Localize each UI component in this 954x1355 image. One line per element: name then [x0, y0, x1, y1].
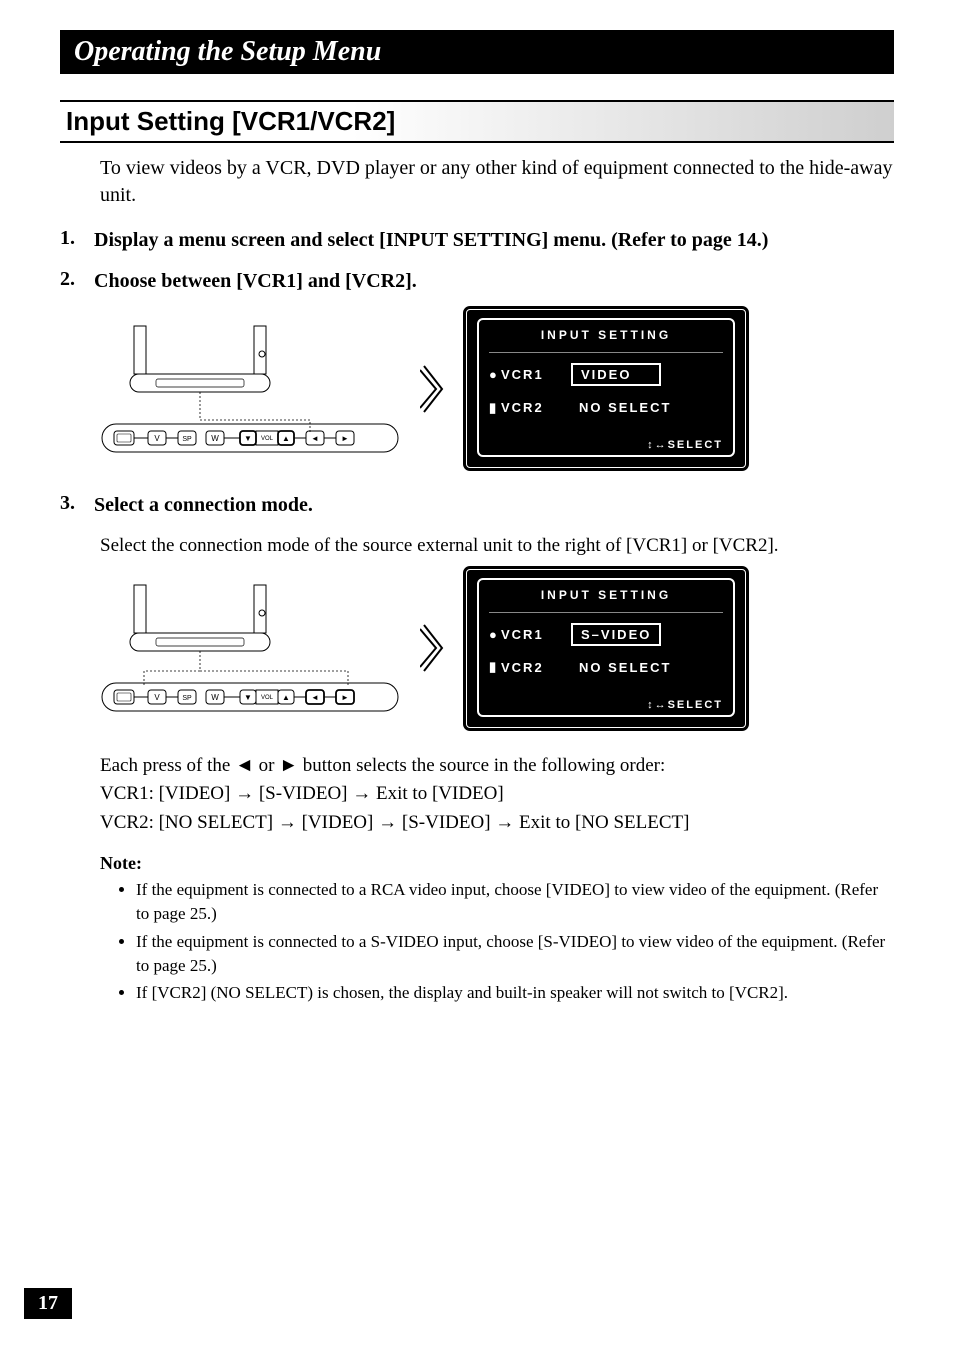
note-item: If the equipment is connected to a S-VID… — [136, 930, 894, 978]
remote-btn-vol: VOL — [261, 436, 274, 442]
step-text: Choose between [VCR1] and [VCR2]. — [94, 268, 417, 295]
intro-paragraph: To view videos by a VCR, DVD player or a… — [100, 155, 894, 209]
remote-btn-v: V — [154, 434, 160, 443]
cycle-intro-b: button selects the source in the followi… — [298, 755, 665, 776]
cycle-or: or — [254, 755, 279, 776]
remote-btn-v: V — [154, 693, 160, 702]
osd-footer-text: SELECT — [668, 439, 723, 451]
osd-row-vcr2: ▮ VCR2 NO SELECT — [489, 658, 723, 677]
cursor-icon: ▮ — [489, 400, 501, 416]
remote-diagram: V SP W ▼ VOL ▲ ◄ ► — [100, 324, 400, 454]
step-2: 2. Choose between [VCR1] and [VCR2]. — [60, 268, 894, 295]
remote-btn-down: ▼ — [244, 434, 252, 443]
arrow-right-icon: → — [352, 783, 371, 804]
chapter-title-bar: Operating the Setup Menu — [60, 30, 894, 74]
osd-vcr1-label: VCR1 — [501, 627, 571, 642]
note-list: If the equipment is connected to a RCA v… — [120, 878, 894, 1005]
osd-vcr1-value: S–VIDEO — [571, 623, 661, 646]
remote-btn-w: W — [211, 693, 219, 702]
remote-btn-left: ◄ — [311, 434, 319, 443]
remote-btn-left: ◄ — [311, 693, 319, 702]
osd-vcr1-label: VCR1 — [501, 367, 571, 382]
step-text: Select a connection mode. — [94, 492, 313, 519]
triangle-left-icon: ◄ — [235, 755, 254, 776]
vcr1-seq-b: [S-VIDEO] — [254, 783, 352, 804]
figure-row-2: V SP W ▼ VOL ▲ ◄ ► INPUT SETTING ● VCR1 … — [100, 569, 894, 728]
section-title: Input Setting [VCR1/VCR2] — [66, 106, 395, 136]
step-1: 1. Display a menu screen and select [INP… — [60, 227, 894, 254]
chevron-right-icon — [420, 623, 446, 673]
note-item: If [VCR2] (NO SELECT) is chosen, the dis… — [136, 981, 894, 1005]
osd-title: INPUT SETTING — [489, 328, 723, 342]
osd-vcr1-value: VIDEO — [571, 363, 661, 386]
note-item: If the equipment is connected to a RCA v… — [136, 878, 894, 926]
arrow-right-icon: → — [378, 812, 397, 833]
page-number: 17 — [24, 1288, 72, 1319]
bullet-icon: ● — [489, 367, 501, 382]
remote-btn-sp: SP — [182, 695, 192, 702]
osd-row-vcr1: ● VCR1 S–VIDEO — [489, 623, 723, 646]
vcr1-seq-c: Exit to [VIDEO] — [371, 783, 503, 804]
osd-footer: ↕↔SELECT — [647, 439, 723, 451]
nav-arrows-icon: ↕↔ — [647, 699, 668, 711]
step-text: Display a menu screen and select [INPUT … — [94, 227, 768, 254]
osd-screen-2: INPUT SETTING ● VCR1 S–VIDEO ▮ VCR2 NO S… — [466, 569, 746, 728]
step-number: 1. — [60, 227, 82, 254]
osd-footer: ↕↔SELECT — [647, 699, 723, 711]
osd-footer-text: SELECT — [668, 699, 723, 711]
step-number: 2. — [60, 268, 82, 295]
osd-vcr2-value: NO SELECT — [571, 658, 679, 677]
osd-vcr2-label: VCR2 — [501, 660, 571, 675]
nav-arrows-icon: ↕↔ — [647, 439, 668, 451]
figure-row-1: V SP W ▼ VOL ▲ ◄ ► INPUT SETTING ● VCR1 — [100, 309, 894, 468]
step-number: 3. — [60, 492, 82, 519]
remote-btn-right: ► — [341, 434, 349, 443]
cycle-explanation: Each press of the ◄ or ► button selects … — [100, 752, 894, 838]
remote-diagram: V SP W ▼ VOL ▲ ◄ ► — [100, 583, 400, 713]
vcr2-seq-a: VCR2: [NO SELECT] — [100, 812, 278, 833]
remote-btn-down: ▼ — [244, 693, 252, 702]
bullet-icon: ● — [489, 627, 501, 642]
arrow-right-icon: → — [235, 783, 254, 804]
remote-btn-sp: SP — [182, 436, 192, 443]
vcr2-seq-d: Exit to [NO SELECT] — [514, 812, 689, 833]
chapter-title: Operating the Setup Menu — [74, 36, 381, 67]
vcr1-seq-a: VCR1: [VIDEO] — [100, 783, 235, 804]
remote-btn-up: ▲ — [282, 693, 290, 702]
remote-btn-up: ▲ — [282, 434, 290, 443]
step-3-sub: Select the connection mode of the source… — [100, 533, 894, 559]
osd-row-vcr1: ● VCR1 VIDEO — [489, 363, 723, 386]
vcr2-seq-b: [VIDEO] — [297, 812, 378, 833]
chevron-right-icon — [420, 364, 446, 414]
cursor-icon: ▮ — [489, 659, 501, 675]
arrow-right-icon: → — [495, 812, 514, 833]
cycle-intro-a: Each press of the — [100, 755, 235, 776]
remote-btn-w: W — [211, 434, 219, 443]
section-title-bar: Input Setting [VCR1/VCR2] — [60, 100, 894, 143]
arrow-right-icon: → — [278, 812, 297, 833]
osd-vcr2-label: VCR2 — [501, 400, 571, 415]
remote-btn-vol: VOL — [261, 695, 274, 701]
step-3: 3. Select a connection mode. — [60, 492, 894, 519]
remote-btn-right: ► — [341, 693, 349, 702]
vcr2-seq-c: [S-VIDEO] — [397, 812, 495, 833]
triangle-right-icon: ► — [279, 755, 298, 776]
note-heading: Note: — [100, 853, 894, 874]
osd-vcr2-value: NO SELECT — [571, 398, 679, 417]
osd-screen-1: INPUT SETTING ● VCR1 VIDEO ▮ VCR2 NO SEL… — [466, 309, 746, 468]
osd-row-vcr2: ▮ VCR2 NO SELECT — [489, 398, 723, 417]
osd-title: INPUT SETTING — [489, 588, 723, 602]
